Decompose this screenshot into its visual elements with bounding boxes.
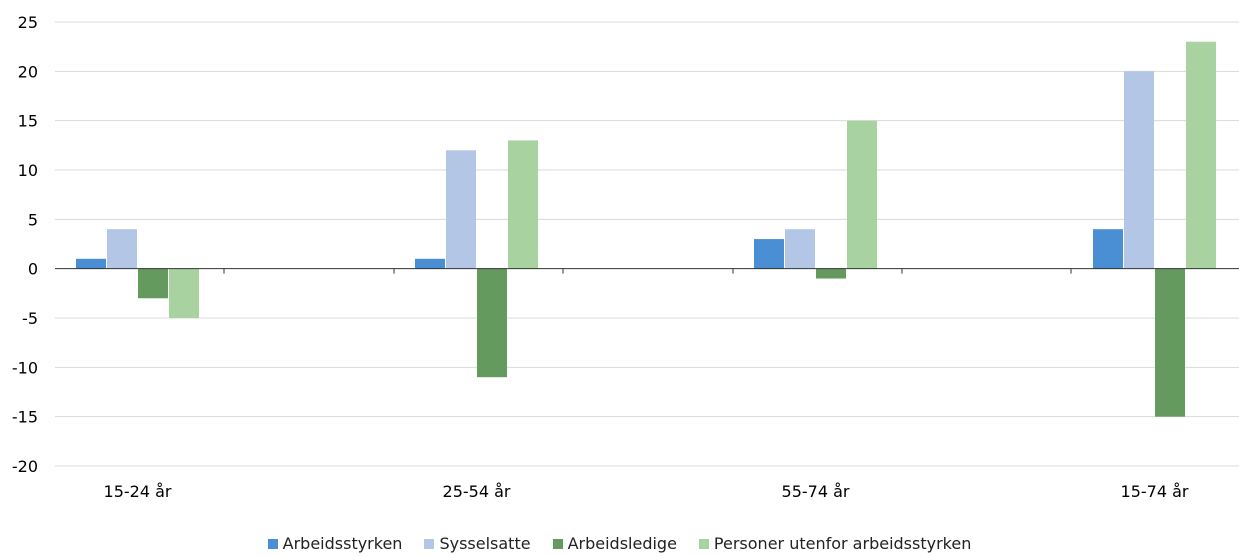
y-tick-label: 0 (28, 260, 38, 279)
legend-label: Arbeidsledige (567, 534, 677, 553)
gridlines (55, 21, 1239, 467)
bar (169, 268, 199, 318)
legend-swatch (552, 538, 563, 549)
x-category-label: 25-54 år (443, 482, 511, 501)
bar (1155, 268, 1185, 417)
y-tick-label: -5 (22, 309, 38, 328)
y-axis-tick-labels: 25 20 15 10 5 0 -5 -10 -15 -20 (12, 13, 38, 476)
bar (1186, 41, 1216, 269)
bar (785, 229, 815, 269)
legend-swatch (698, 538, 709, 549)
bar (754, 239, 784, 269)
y-tick-label: 25 (18, 13, 38, 32)
bar (816, 268, 846, 279)
legend-swatch (267, 538, 278, 549)
bar (508, 140, 538, 269)
legend-item: Personer utenfor arbeidsstyrken (698, 534, 972, 553)
legend-item: Arbeidsledige (552, 534, 677, 553)
y-tick-label: 5 (28, 210, 38, 229)
legend-item: Sysselsatte (424, 534, 531, 553)
x-category-label: 55-74 år (782, 482, 850, 501)
bar (107, 229, 137, 269)
bar (477, 268, 507, 378)
bar (446, 150, 476, 269)
y-tick-label: 20 (18, 62, 38, 81)
x-category-label: 15-74 år (1121, 482, 1189, 501)
legend-label: Personer utenfor arbeidsstyrken (713, 534, 972, 553)
bar (1124, 71, 1154, 269)
bar (847, 120, 877, 269)
bar-chart: 25 20 15 10 5 0 -5 -10 -15 -20 15-24 år 25-54 år 55… (12, 13, 1239, 501)
legend-label: Sysselsatte (439, 534, 531, 553)
legend-swatch (424, 538, 435, 549)
legend-label: Arbeidsstyrken (282, 534, 403, 553)
legend-item: Arbeidsstyrken (267, 534, 403, 553)
bars (76, 41, 1216, 417)
y-tick-label: 10 (18, 161, 38, 180)
y-tick-label: -20 (12, 457, 38, 476)
x-axis (55, 268, 1239, 274)
x-axis-category-labels: 15-24 år 25-54 år 55-74 år 15-74 år (104, 482, 1189, 501)
bar (415, 258, 445, 269)
y-tick-label: -15 (12, 408, 38, 427)
y-tick-label: -10 (12, 358, 38, 377)
y-tick-label: 15 (18, 112, 38, 131)
bar (138, 268, 168, 299)
bar (76, 258, 106, 269)
bar (1093, 229, 1123, 269)
legend: Arbeidsstyrken Sysselsatte Arbeidsledige Pe… (0, 534, 1239, 553)
x-category-label: 15-24 år (104, 482, 172, 501)
